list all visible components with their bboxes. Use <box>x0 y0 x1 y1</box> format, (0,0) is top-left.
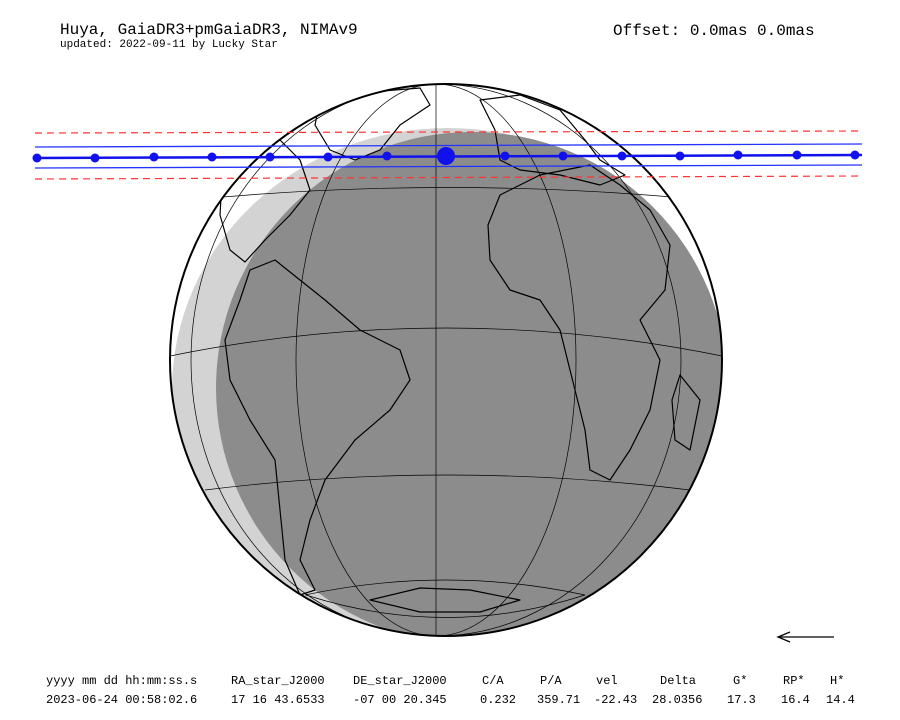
globe-outline <box>169 83 723 637</box>
table-cell: 28.0356 <box>652 693 702 707</box>
table-cell: 359.71 <box>537 693 580 707</box>
error-limit <box>34 130 863 134</box>
time-marks <box>32 147 860 165</box>
column-header: H* <box>830 674 844 688</box>
column-header: Delta <box>660 674 696 688</box>
column-header: vel <box>596 674 618 688</box>
column-header: P/A <box>540 674 562 688</box>
table-cell: 0.232 <box>480 693 516 707</box>
column-header: RP* <box>783 674 805 688</box>
table-cell: 17.3 <box>727 693 756 707</box>
column-header: RA_star_J2000 <box>231 674 325 688</box>
event-table: yyyy mm dd hh:mm:ss.s RA_star_J2000 DE_sta… <box>46 674 855 707</box>
table-cell: 2023-06-24 00:58:02.6 <box>46 693 197 707</box>
column-header: yyyy mm dd hh:mm:ss.s <box>46 674 197 688</box>
direction-arrow <box>776 631 834 643</box>
graticule <box>170 84 722 636</box>
shadow-path <box>32 130 863 180</box>
column-header: DE_star_J2000 <box>353 674 447 688</box>
coastlines <box>219 87 701 613</box>
column-header: G* <box>733 674 747 688</box>
column-header: C/A <box>482 674 504 688</box>
table-cell: 17 16 43.6533 <box>231 693 325 707</box>
table-cell: -22.43 <box>594 693 637 707</box>
table-cell: 16.4 <box>781 693 810 707</box>
map-title: Huya, GaiaDR3+pmGaiaDR3, NIMAv9 <box>60 21 358 39</box>
globe <box>170 84 722 636</box>
shadow-limit <box>34 143 863 148</box>
table-cell: -07 00 20.345 <box>353 693 447 707</box>
table-cell: 14.4 <box>826 693 855 707</box>
map-subtitle: updated: 2022-09-11 by Lucky Star <box>60 39 278 51</box>
error-limit <box>34 175 863 180</box>
offset-label: Offset: 0.0mas 0.0mas <box>613 22 815 40</box>
shadow-limit <box>34 164 863 169</box>
